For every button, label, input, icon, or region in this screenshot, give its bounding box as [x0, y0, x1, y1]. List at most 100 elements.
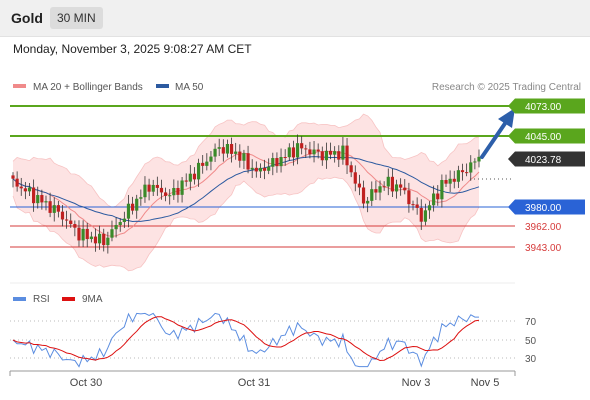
candle-body: [180, 180, 184, 195]
level-label-box: [515, 151, 585, 167]
candle-body: [316, 149, 320, 152]
candle-body: [312, 149, 316, 155]
candle-body: [209, 156, 213, 162]
candle-body: [382, 186, 386, 188]
rsi-ma-legend-label: 9MA: [82, 294, 103, 305]
candle-body: [15, 178, 19, 187]
ma50-legend-label: MA 50: [175, 82, 204, 93]
candle-body: [69, 220, 73, 225]
candle-body: [27, 187, 32, 192]
candle-body: [106, 237, 110, 246]
top-bar: Gold 30 MIN: [0, 0, 590, 37]
candle-body: [188, 173, 192, 182]
candle-body: [85, 228, 89, 240]
candle-body: [341, 145, 345, 160]
candle-body: [267, 166, 271, 171]
candle-body: [324, 150, 329, 161]
candle-body: [163, 192, 168, 196]
candle-body: [353, 172, 357, 184]
candle-body: [229, 144, 234, 154]
candle-body: [403, 187, 407, 191]
timeframe-badge[interactable]: 30 MIN: [50, 7, 103, 29]
candle-body: [262, 167, 267, 171]
candle-body: [436, 193, 440, 200]
level-label: 4045.00: [525, 132, 562, 143]
x-tick-label: Oct 30: [70, 377, 102, 389]
x-tick-label: Nov 5: [471, 377, 500, 389]
candle-body: [238, 151, 242, 161]
candle-body: [89, 236, 93, 240]
rsi-legend-swatch: [13, 297, 26, 301]
rsi-line: [12, 312, 479, 368]
candle-body: [213, 148, 217, 157]
ma50-line: [12, 156, 480, 223]
rsi-ma-line: [12, 316, 480, 362]
candle-body: [271, 158, 275, 167]
candle-body: [135, 198, 139, 211]
candle-body: [345, 145, 349, 166]
candle-body: [357, 183, 362, 188]
candle-body: [122, 218, 126, 223]
candle-body: [374, 189, 378, 193]
level-label-box: [515, 98, 585, 114]
candle-body: [246, 153, 250, 170]
rsi-tick-50: 50: [525, 336, 537, 347]
candle-body: [192, 173, 197, 180]
candle-body: [114, 225, 118, 230]
bollinger-lower: [12, 176, 480, 272]
candle-body: [205, 161, 209, 166]
candle-body: [465, 172, 469, 174]
candle-body: [366, 200, 370, 204]
candle-body: [234, 151, 238, 154]
candle-body: [52, 205, 56, 213]
candle-body: [386, 176, 390, 187]
candle-body: [469, 162, 473, 173]
rsi-tick-30: 30: [525, 354, 537, 365]
x-tick-label: Nov 3: [402, 377, 431, 389]
candle-body: [328, 150, 333, 155]
level-label-box: [515, 199, 585, 215]
candle-body: [19, 186, 23, 189]
candle-body: [444, 180, 448, 184]
candle-body: [407, 190, 411, 205]
candle-body: [304, 148, 308, 150]
candle-body: [110, 229, 114, 238]
candle-body: [283, 157, 287, 159]
candle-body: [440, 180, 444, 200]
candle-body: [184, 180, 188, 182]
candle-body: [143, 184, 147, 198]
candle-body: [225, 144, 230, 154]
candle-body: [172, 187, 176, 196]
candle-body: [275, 158, 279, 167]
candle-body: [201, 162, 205, 166]
candle-body: [118, 222, 122, 226]
candle-body: [349, 165, 353, 173]
ma20-legend-swatch: [13, 84, 26, 88]
candle-body: [196, 162, 201, 180]
candle-body: [295, 143, 300, 158]
candle-body: [176, 187, 180, 195]
candle-body: [456, 170, 460, 182]
candle-body: [36, 195, 40, 204]
ma50-legend-swatch: [156, 84, 169, 88]
level-label: 4073.00: [525, 102, 562, 113]
level-label: 4023.78: [525, 155, 562, 166]
level-label: 3980.00: [525, 203, 562, 214]
candle-body: [81, 228, 85, 241]
candle-body: [378, 186, 382, 193]
candle-body: [73, 224, 77, 228]
candle-body: [168, 195, 172, 197]
candle-body: [102, 233, 106, 246]
candle-body: [77, 227, 81, 241]
candle-body: [287, 147, 291, 158]
candle-body: [217, 147, 221, 149]
candle-body: [250, 167, 254, 170]
instrument-title: Gold: [11, 10, 43, 26]
candle-body: [460, 170, 465, 173]
projection-arrow: [480, 108, 515, 159]
candle-body: [361, 187, 366, 204]
candle-body: [32, 187, 36, 204]
candle-body: [337, 151, 341, 160]
rsi-tick-70: 70: [525, 317, 537, 328]
